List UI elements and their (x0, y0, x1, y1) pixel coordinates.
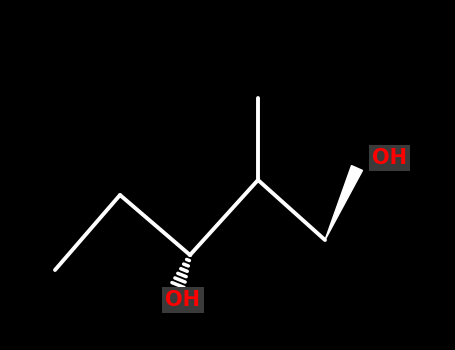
Text: OH: OH (372, 148, 407, 168)
Text: OH: OH (166, 290, 201, 310)
Polygon shape (325, 166, 363, 240)
